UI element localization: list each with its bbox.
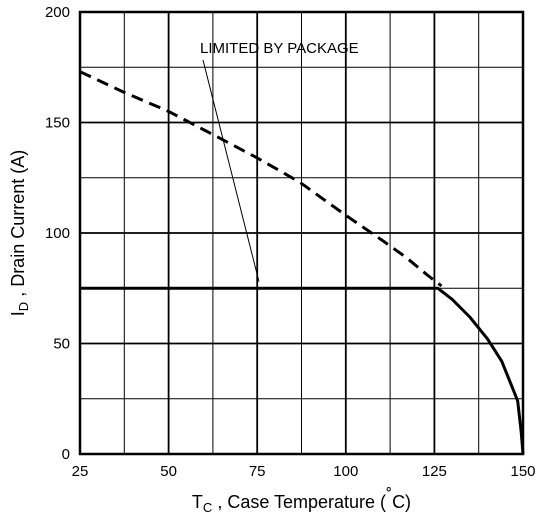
plot-frame xyxy=(78,10,525,456)
x-axis-label-unit: C) xyxy=(392,492,411,512)
x-tick-label: 25 xyxy=(72,463,89,480)
y-tick-label: 150 xyxy=(45,115,70,132)
y-axis-label: ID , Drain Current (A) xyxy=(8,150,31,316)
x-axis-label: TC , Case Temperature (˚C) xyxy=(192,486,411,515)
annotation-label: LIMITED BY PACKAGE xyxy=(200,40,359,57)
y-tick-label: 50 xyxy=(53,336,70,353)
x-axis-label-main: T xyxy=(192,492,203,512)
x-tick-labels: 25 50 75 100 125 150 xyxy=(72,463,536,480)
x-axis-label-rest: , Case Temperature ( xyxy=(212,492,386,512)
series-line-dashed xyxy=(79,70,443,288)
x-tick-label: 125 xyxy=(422,463,447,480)
annotation: LIMITED BY PACKAGE xyxy=(200,40,359,282)
y-tick-label: 0 xyxy=(62,446,70,463)
x-tick-label: 100 xyxy=(333,463,358,480)
y-axis-label-main: I xyxy=(8,311,28,316)
annotation-leader-line xyxy=(202,59,260,282)
major-gridlines xyxy=(80,12,523,454)
series-line-solid xyxy=(80,286,525,455)
y-tick-label: 100 xyxy=(45,225,70,242)
x-tick-label: 50 xyxy=(160,463,177,480)
y-tick-label: 200 xyxy=(45,4,70,21)
series-layer xyxy=(79,70,525,455)
y-axis-label-rest: , Drain Current (A) xyxy=(8,150,28,302)
y-tick-labels: 0 50 100 150 200 xyxy=(45,4,70,463)
x-axis-degree-symbol: ˚ xyxy=(386,486,392,506)
x-tick-label: 75 xyxy=(249,463,266,480)
x-tick-label: 150 xyxy=(510,463,535,480)
y-axis-label-subscript: D xyxy=(16,302,31,311)
x-axis-label-subscript: C xyxy=(203,500,212,515)
